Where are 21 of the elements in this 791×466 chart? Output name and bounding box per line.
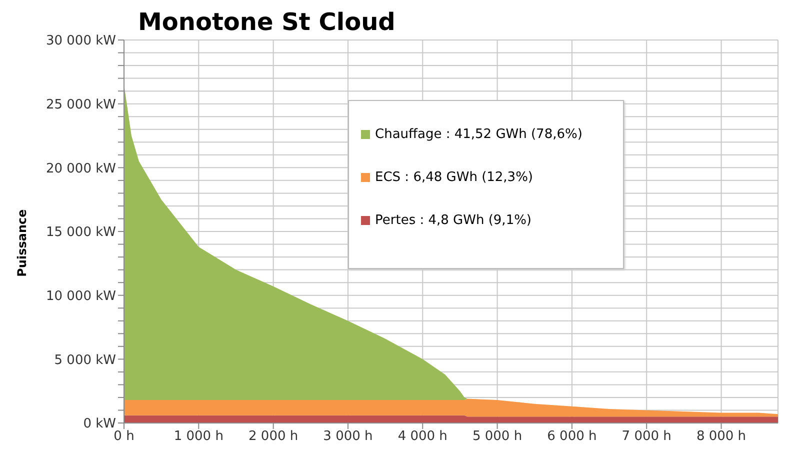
y-axis-title: Puissance — [15, 209, 29, 277]
x-tick-label: 5 000 h — [472, 429, 522, 444]
x-tick-label: 8 000 h — [696, 429, 746, 444]
y-tick-label: 10 000 kW — [46, 288, 116, 304]
x-tick-label: 0 h — [114, 429, 134, 444]
legend-label: ECS : 6,48 GWh (12,3%) — [375, 170, 534, 185]
x-tick-label: 6 000 h — [547, 429, 597, 444]
x-tick-label: 7 000 h — [622, 429, 672, 444]
chart-title: Monotone St Cloud — [138, 8, 396, 36]
x-tick-label: 1 000 h — [174, 429, 224, 444]
y-tick-label: 30 000 kW — [46, 34, 116, 49]
y-tick-label: 20 000 kW — [46, 161, 116, 176]
x-tick-label: 4 000 h — [398, 429, 448, 444]
x-tick-label: 3 000 h — [323, 429, 373, 444]
y-tick-label: 0 kW — [83, 416, 116, 432]
legend-label: Pertes : 4,8 GWh (9,1%) — [375, 213, 532, 228]
y-tick-label: 25 000 kW — [46, 97, 116, 112]
y-tick-label: 15 000 kW — [46, 225, 116, 240]
y-tick-label: 5 000 kW — [54, 352, 116, 368]
legend-label: Chauffage : 41,52 GWh (78,6%) — [375, 127, 582, 142]
x-tick-label: 2 000 h — [248, 429, 298, 444]
